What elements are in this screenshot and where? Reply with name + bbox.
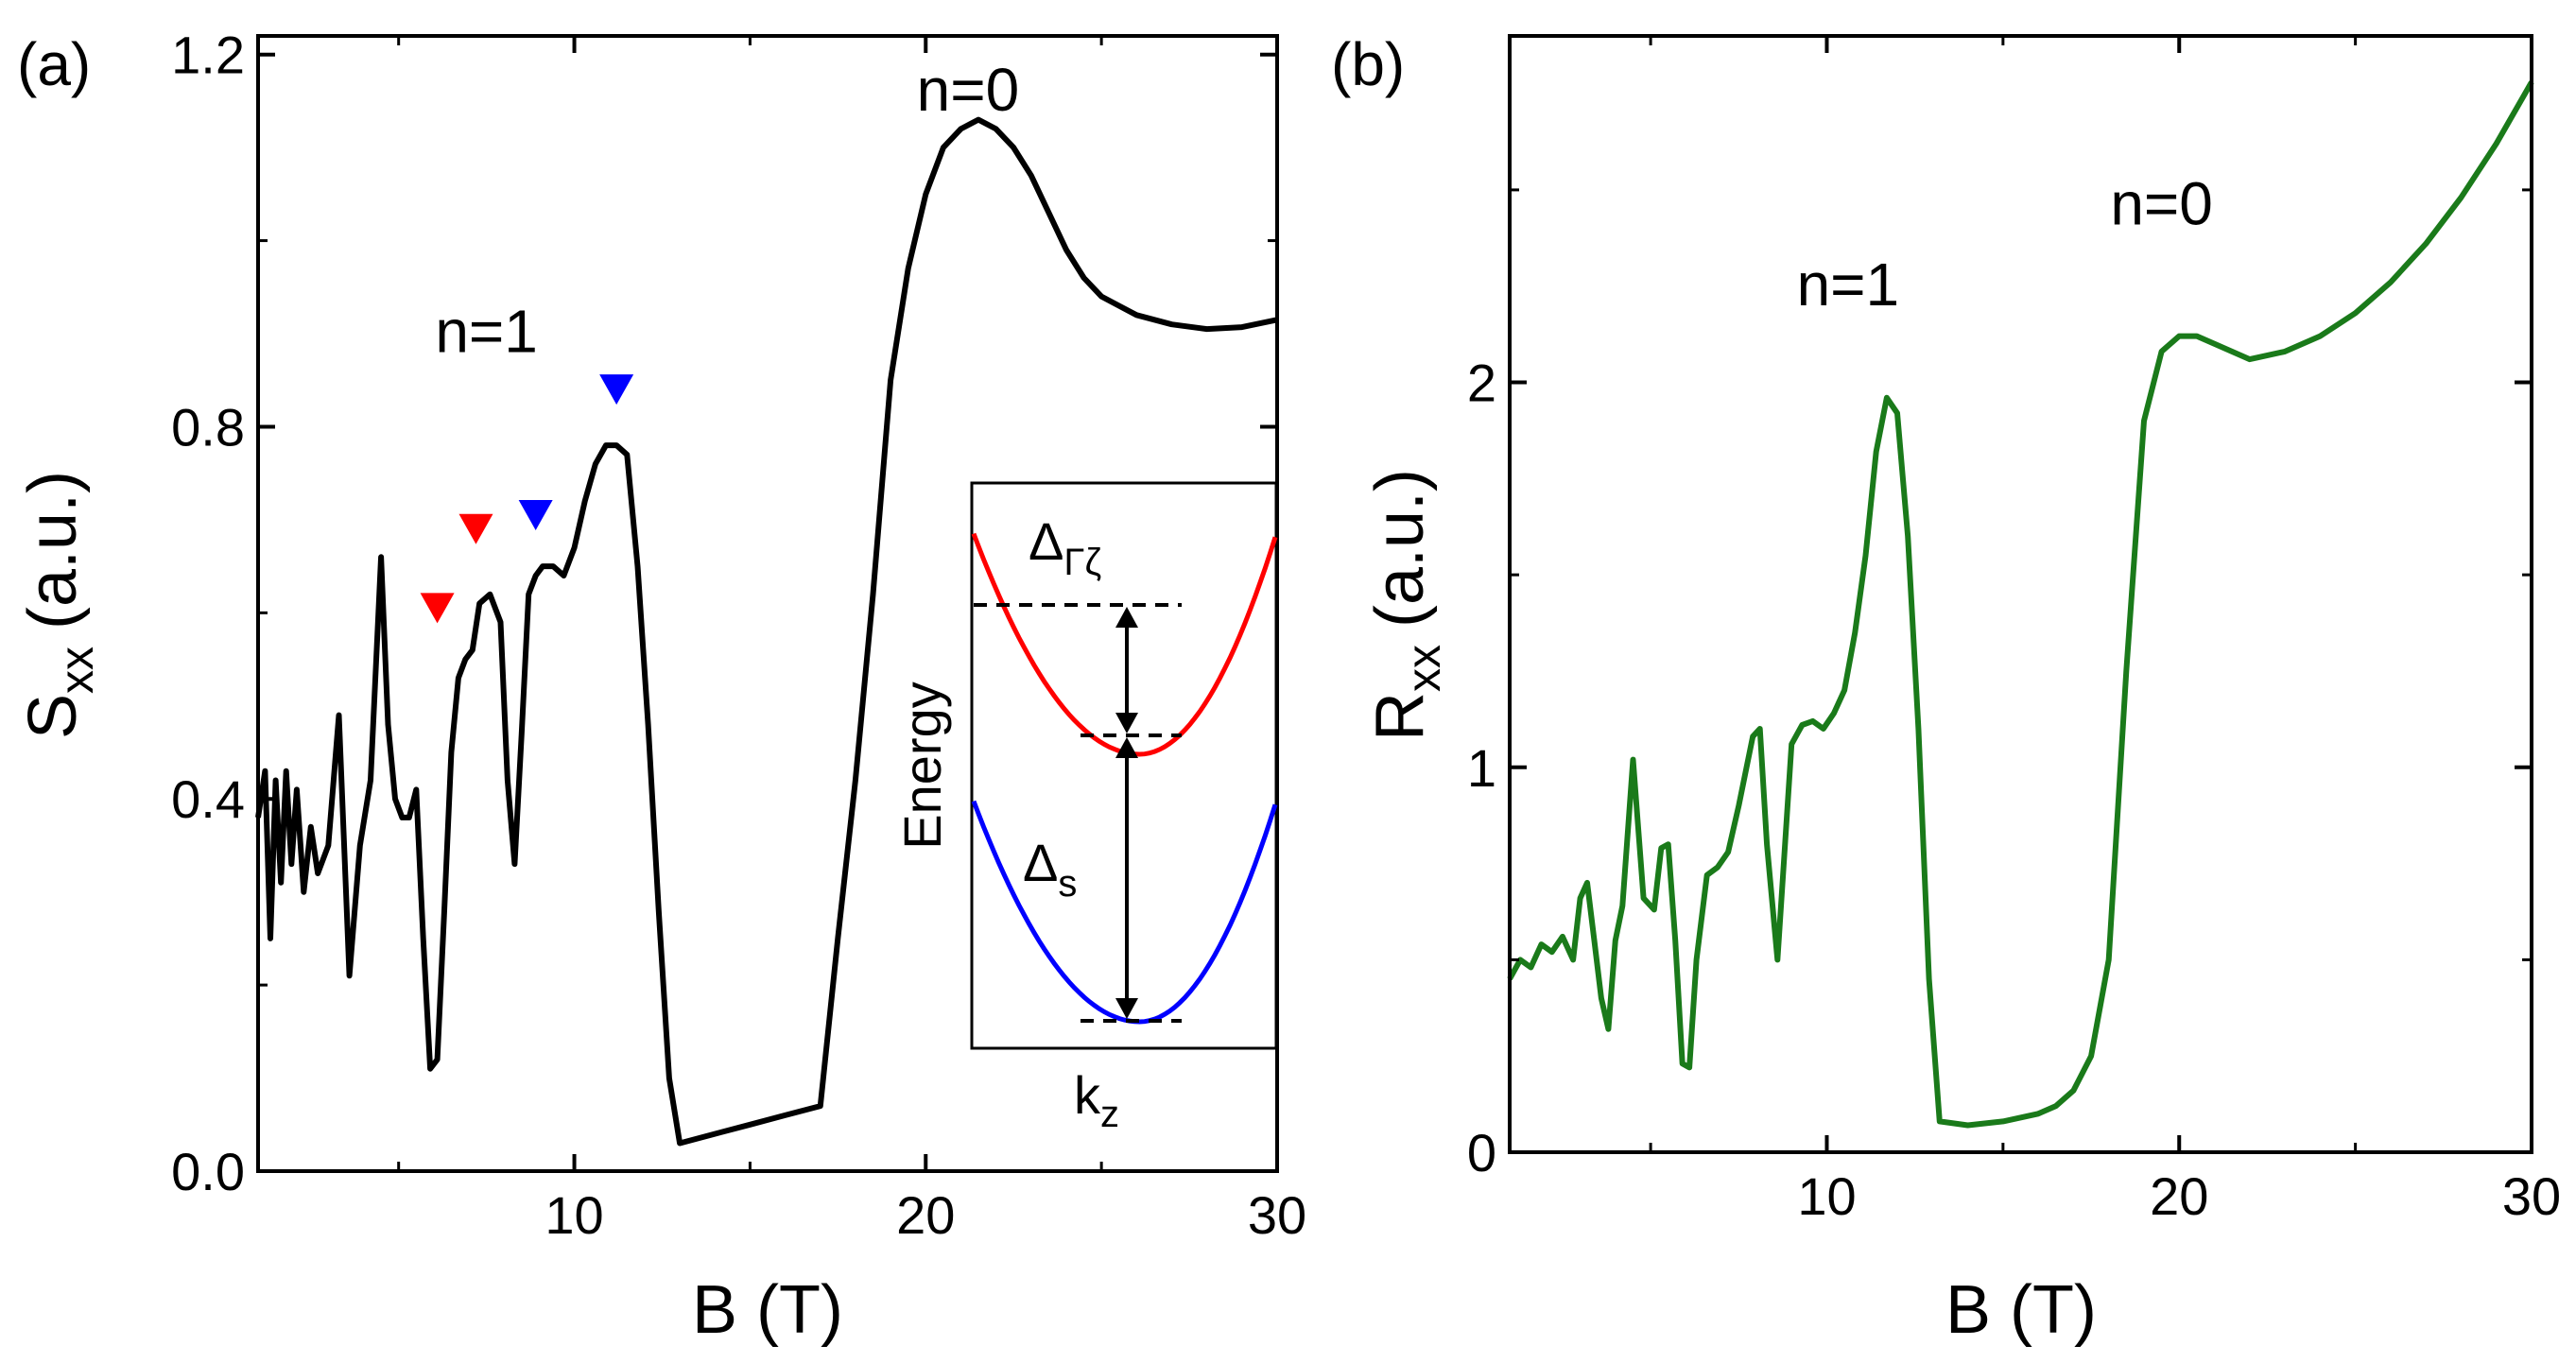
inset-xlabel-main: k	[1074, 1065, 1101, 1125]
panel-b-annotation-n1: n=1	[1797, 250, 1900, 319]
panel-a-marker-triangle-3	[599, 374, 634, 405]
panel-a-series-group	[255, 116, 1278, 1147]
panel-a-inset: ΔΓζ Δs Energy kz	[892, 481, 1278, 1135]
panel-b-xtick-label-1: 20	[2150, 1166, 2208, 1226]
panel-a: (a) 10 20 30 0.0 0.4 0.8 1.2 n=1 n=0 B (T) Sxx…	[15, 26, 1306, 1348]
panel-a-markers-group	[420, 374, 634, 624]
panel-a-ytick-label-1: 0.4	[171, 769, 245, 829]
inset-arrow-top-head-down	[1115, 713, 1138, 733]
panel-a-marker-triangle-1	[458, 513, 493, 544]
panel-a-xtick-label-2: 30	[1248, 1185, 1306, 1245]
panel-b-ytick-label-0: 0	[1467, 1123, 1496, 1182]
inset-gap-top-sub: Γζ	[1063, 542, 1101, 583]
panel-a-annotation-n0: n=0	[917, 56, 1020, 124]
panel-a-xlabel: B (T)	[692, 1272, 843, 1348]
panel-b-series-line-0	[1507, 80, 2534, 1129]
inset-lower-band	[971, 800, 1278, 1025]
panel-a-ytick-label-0: 0.0	[171, 1142, 245, 1201]
panel-b-ylabel-sub: xx	[1397, 645, 1450, 692]
panel-b-plot-frame	[1508, 34, 2533, 1154]
panel-a-marker-triangle-2	[518, 499, 553, 530]
panel-a-ylabel-units: (a.u.)	[15, 471, 91, 630]
panel-a-marker-triangle-0	[420, 593, 455, 624]
panel-a-annotation-n1: n=1	[435, 298, 538, 366]
panel-a-ticks-group: 10 20 30 0.0 0.4 0.8 1.2	[171, 26, 1306, 1245]
inset-gap-bottom-label: Δs	[1023, 833, 1077, 905]
inset-xlabel: kz	[1074, 1065, 1119, 1135]
inset-frame	[970, 481, 1278, 1050]
panel-b: (b) 10 20 30 0 1 2 n=1 n=0 B (T) Rxx (a.u.)	[1331, 30, 2561, 1348]
panel-b-ytick-label-1: 1	[1467, 738, 1496, 798]
inset-gap-bottom-main: Δ	[1023, 833, 1058, 892]
panel-b-ytick-label-2: 2	[1467, 354, 1496, 413]
panel-b-ylabel-units: (a.u.)	[1362, 469, 1438, 628]
inset-ylabel: Energy	[892, 682, 952, 849]
panel-a-ylabel-sub: xx	[50, 647, 103, 694]
inset-gap-top-main: Δ	[1029, 511, 1063, 571]
panel-a-xtick-label-0: 10	[545, 1185, 603, 1245]
panel-a-xtick-label-1: 20	[896, 1185, 955, 1245]
panel-b-ylabel-main: R	[1362, 692, 1438, 741]
inset-arrow-bottom-head-down	[1115, 998, 1138, 1019]
panel-a-ylabel-main: S	[15, 694, 91, 739]
panel-a-ytick-label-3: 1.2	[171, 26, 245, 85]
panel-b-ticks-group: 10 20 30 0 1 2	[1467, 36, 2561, 1226]
inset-arrow-top-head-up	[1115, 607, 1138, 628]
panel-a-series-line-0	[255, 116, 1278, 1147]
panel-b-series-group	[1507, 80, 2534, 1129]
inset-arrow-bottom-head-up	[1115, 737, 1138, 758]
panel-b-xtick-label-0: 10	[1797, 1166, 1856, 1226]
inset-gap-bottom-sub: s	[1058, 863, 1077, 905]
panel-b-annotation-n0: n=0	[2110, 170, 2213, 238]
panel-label-b: (b)	[1331, 30, 1405, 98]
panel-a-ylabel: Sxx (a.u.)	[15, 471, 103, 739]
panel-label-a: (a)	[17, 30, 91, 98]
panel-b-xlabel: B (T)	[1945, 1272, 2097, 1348]
inset-gap-top-label: ΔΓζ	[1029, 511, 1101, 583]
panel-a-ytick-label-2: 0.8	[171, 397, 245, 457]
panel-b-xtick-label-2: 30	[2502, 1166, 2561, 1226]
inset-xlabel-sub: z	[1100, 1094, 1119, 1135]
panel-b-ylabel: Rxx (a.u.)	[1362, 469, 1450, 741]
